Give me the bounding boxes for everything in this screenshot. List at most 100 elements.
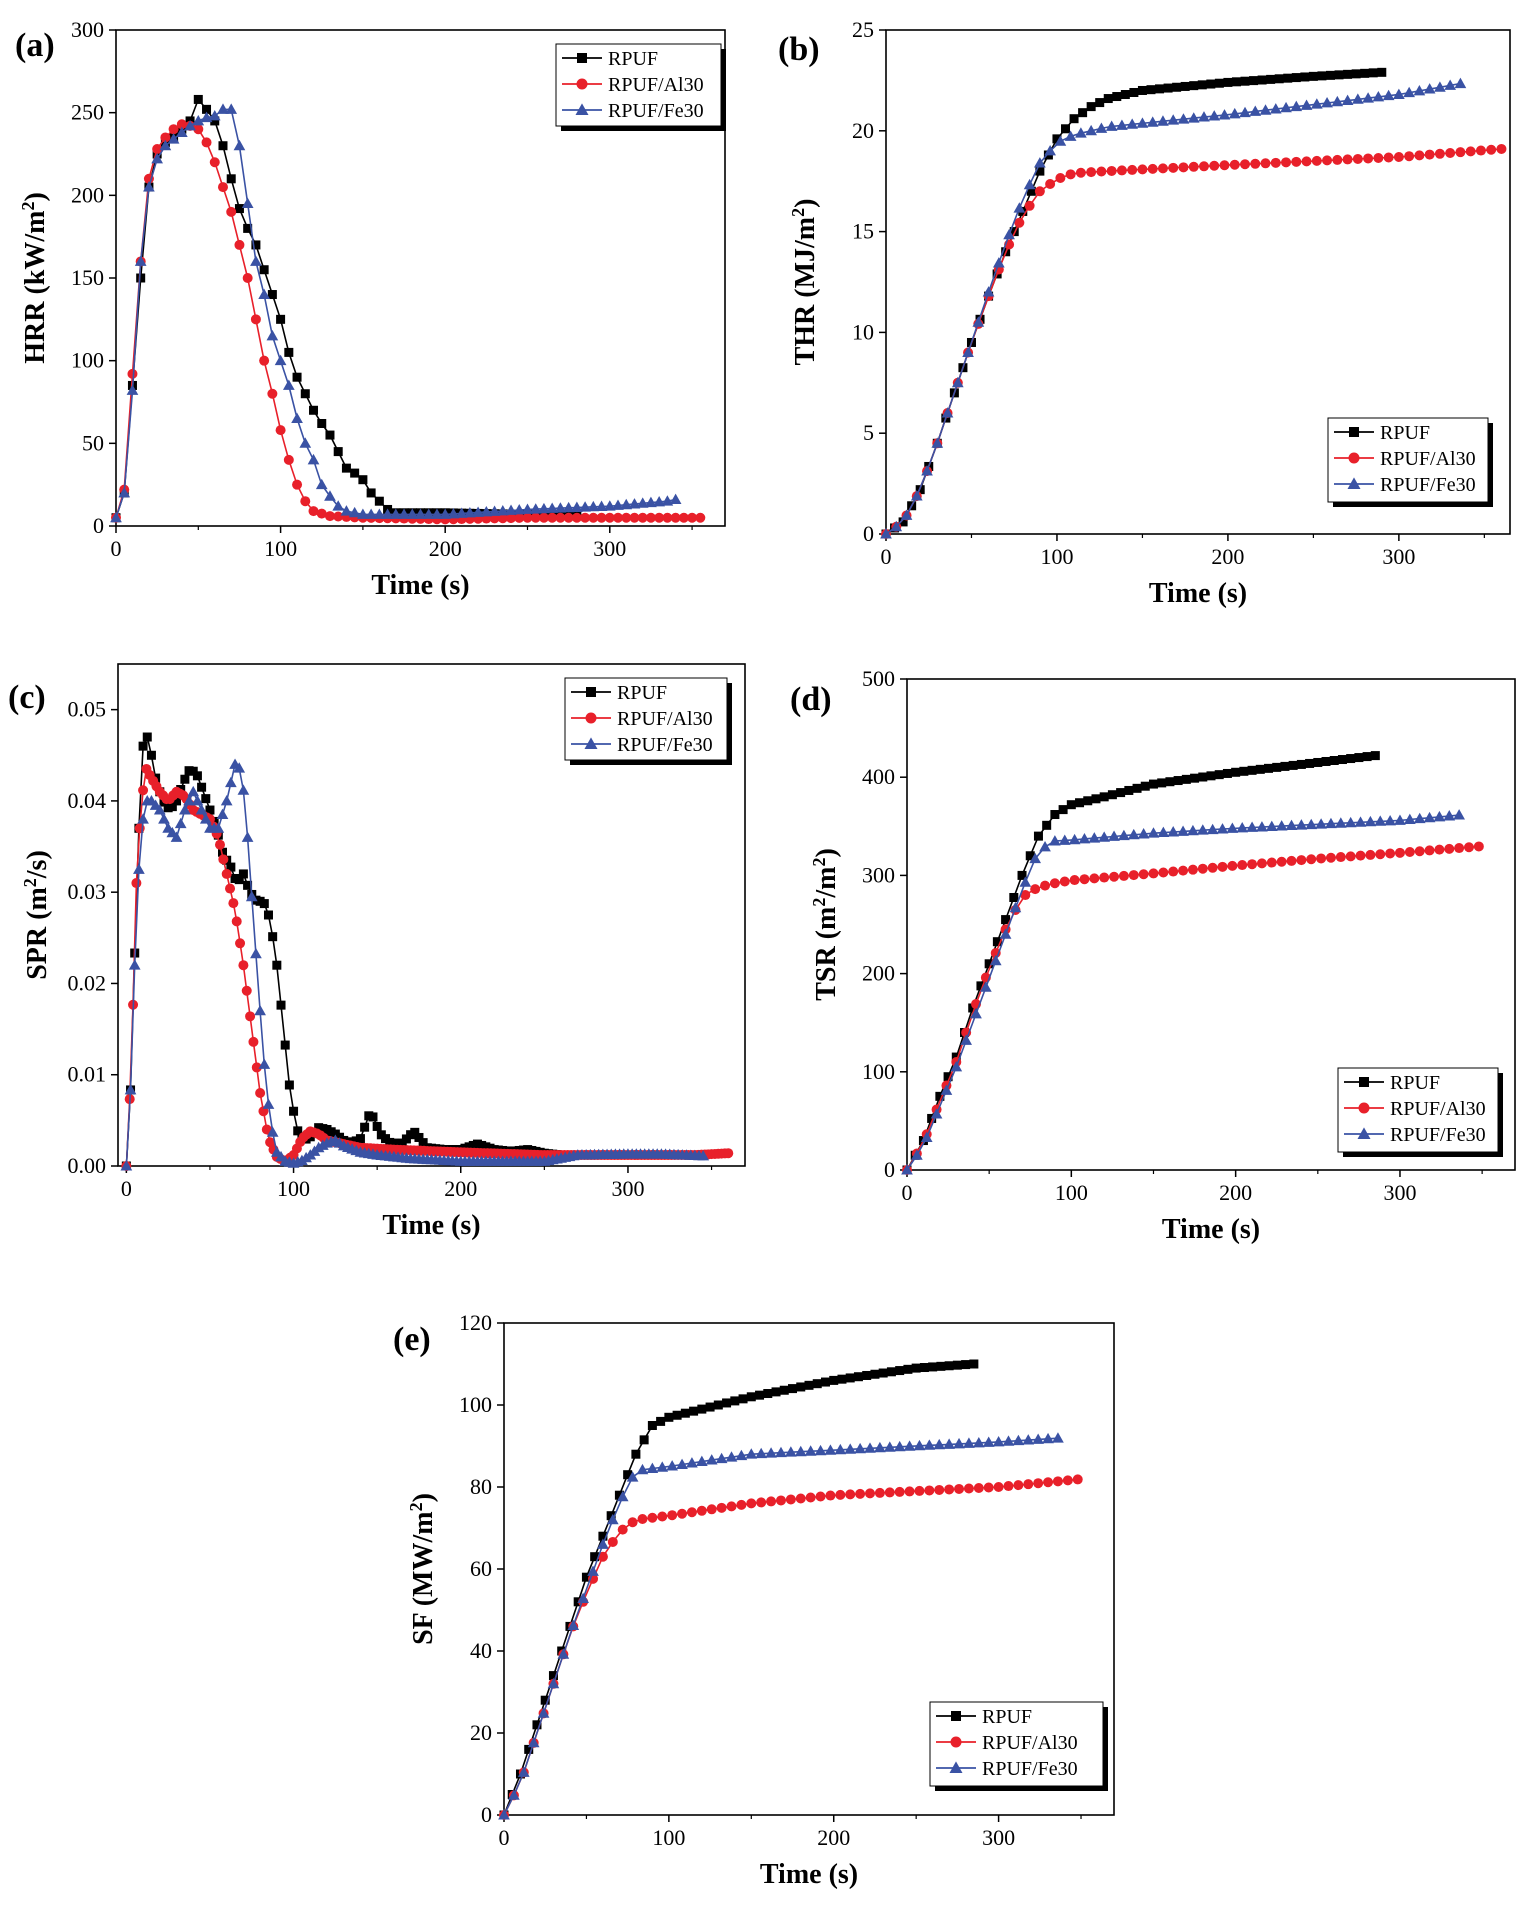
data-point [1300,72,1310,82]
panel-label: (a) [15,27,55,64]
data-point [1394,814,1406,825]
data-point [993,1482,1004,1492]
data-point [209,157,220,168]
data-point [134,255,147,266]
data-point [127,368,138,379]
data-point [202,104,212,114]
data-point [557,1648,570,1659]
data-point [626,1471,639,1482]
data-point [133,863,145,874]
data-point [940,1084,953,1095]
data-point [1206,79,1216,89]
legend-entry: RPUF/Fe30 [608,100,704,122]
data-point [547,1677,560,1689]
data-point [1188,161,1199,172]
data-point [628,498,641,509]
data-point [664,1412,674,1422]
data-point [1237,860,1248,871]
data-point [1344,816,1357,828]
y-tick-label: 150 [71,265,104,290]
data-point [1002,1435,1015,1446]
y-tick-label: 25 [852,17,874,42]
data-point [738,1394,748,1404]
data-point [1165,777,1175,787]
data-point [146,750,156,760]
data-point [1158,867,1169,878]
data-point [913,1439,926,1451]
data-point [168,124,179,135]
data-point [1187,112,1200,123]
x-tick-label: 0 [881,544,892,569]
y-axis-title: SF (MW/m2) [406,1493,439,1645]
data-point [1288,760,1298,770]
data-point [1096,166,1107,177]
panel-d: (d) 0 100 200 300 0 100 200 300 400 500 Time (s) TSR… [790,666,1516,1245]
legend-marker [1357,1127,1371,1139]
data-point [1109,871,1120,882]
data-point [1137,164,1148,175]
data-point [250,947,262,959]
data-point [1009,892,1019,902]
data-point [555,512,566,523]
data-point [779,1385,789,1395]
y-tick-label: 500 [862,666,895,691]
data-point [870,1369,880,1379]
data-point [901,1164,913,1175]
data-point [992,937,1002,947]
data-point [348,506,361,518]
data-point [1363,153,1374,164]
data-point [431,508,443,519]
data-point [372,1121,382,1131]
data-point [1414,846,1425,857]
data-point [1454,843,1465,854]
series-rpuf-fe30 [901,809,1465,1175]
x-tick-label: 100 [277,1176,310,1201]
data-point [893,1440,906,1452]
data-point [291,412,303,423]
series-rpuf [121,732,600,1171]
data-point [983,1482,994,1493]
data-point [259,355,270,366]
data-point [1249,76,1259,86]
data-point [276,314,286,324]
data-point [1042,1432,1054,1444]
data-point [931,437,944,448]
data-point [705,1402,715,1412]
data-point [1172,82,1182,92]
data-point [982,286,995,297]
data-point [1168,162,1179,173]
data-point [325,430,335,440]
y-tick-label: 0 [863,521,874,546]
data-point [1246,821,1258,832]
data-point [373,508,386,519]
data-point [167,133,180,144]
data-point [275,425,286,436]
data-point [160,132,171,143]
data-point [824,1444,837,1455]
data-point [687,512,698,523]
x-tick-label: 0 [499,1825,510,1850]
data-point [853,1372,863,1382]
data-point [1155,84,1165,94]
data-point [1321,756,1331,766]
data-point [874,1487,885,1498]
data-point [579,501,591,512]
data-point [1337,755,1347,765]
data-point [472,506,484,517]
data-point [241,831,254,842]
data-point [923,1439,936,1450]
data-point [233,139,246,151]
series-rpuf [902,751,1380,1175]
x-tick-label: 300 [593,536,626,561]
x-axis-title: Time (s) [1149,578,1247,609]
data-point [1300,99,1313,110]
legend-entry: RPUF/Al30 [617,708,713,730]
data-point [954,1483,965,1494]
data-point [1214,770,1224,780]
data-point [1295,819,1308,830]
data-point [1280,101,1292,113]
data-point [865,1488,875,1499]
data-point [192,114,205,126]
data-point [1377,67,1387,77]
data-point [837,1374,847,1384]
